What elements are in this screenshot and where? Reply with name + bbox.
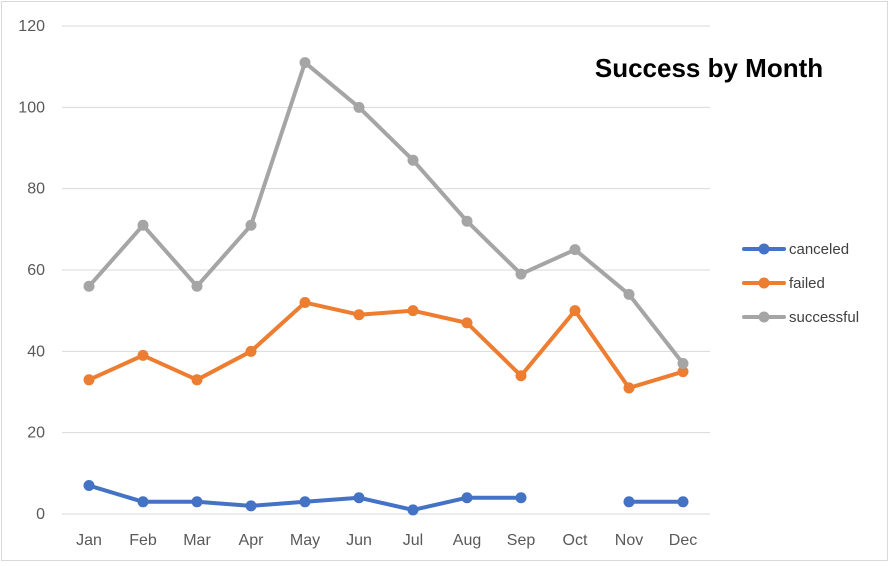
data-point-canceled [623, 496, 635, 508]
data-point-failed [569, 305, 581, 317]
data-point-failed [407, 305, 419, 317]
data-point-canceled [353, 492, 365, 504]
legend-label: canceled [789, 241, 849, 258]
legend-label: successful [789, 309, 859, 326]
data-point-failed [677, 366, 689, 378]
chart-title: Success by Month [595, 53, 823, 83]
y-axis-ticks: 0 20 40 60 80 100 120 [18, 18, 45, 523]
data-point-successful [353, 101, 365, 113]
data-point-successful [623, 288, 635, 300]
data-point-canceled [461, 492, 473, 504]
x-tick-label: Mar [183, 532, 211, 549]
legend-swatch-marker [758, 311, 770, 323]
data-point-failed [461, 317, 473, 329]
data-point-canceled [245, 500, 257, 512]
x-tick-label: Jan [76, 532, 102, 549]
y-tick-label: 100 [18, 99, 45, 116]
x-tick-label: Oct [563, 532, 588, 549]
legend-swatch-marker [758, 277, 770, 289]
data-point-successful [569, 244, 581, 256]
y-tick-label: 60 [27, 262, 45, 279]
gridlines [62, 25, 710, 515]
series-line-successful [87, 60, 685, 366]
y-tick-label: 120 [18, 18, 45, 35]
x-tick-label: Nov [615, 532, 643, 549]
x-tick-label: Apr [239, 532, 265, 549]
data-point-failed [623, 382, 635, 394]
y-tick-label: 80 [27, 181, 45, 198]
series-canceled [83, 480, 689, 516]
data-point-failed [83, 374, 95, 386]
data-point-successful [461, 215, 473, 227]
data-point-successful [515, 268, 527, 280]
series-line-canceled [87, 483, 685, 512]
x-tick-label: May [290, 532, 320, 549]
legend-item-canceled: canceled [742, 241, 849, 258]
data-point-failed [191, 374, 203, 386]
data-point-failed [515, 370, 527, 382]
data-point-failed [245, 345, 257, 357]
data-point-successful [299, 57, 311, 69]
data-point-canceled [299, 496, 311, 508]
series-successful [83, 57, 689, 370]
data-point-failed [299, 297, 311, 309]
series-failed [83, 297, 689, 394]
data-point-successful [191, 280, 203, 292]
x-tick-label: Jun [346, 532, 372, 549]
data-point-failed [353, 309, 365, 321]
legend-item-failed: failed [742, 275, 825, 292]
series-lines [83, 57, 689, 516]
data-point-successful [137, 219, 149, 231]
data-point-canceled [515, 492, 527, 504]
x-tick-label: Aug [453, 532, 481, 549]
x-tick-label: Feb [129, 532, 157, 549]
data-point-canceled [677, 496, 689, 508]
data-point-canceled [137, 496, 149, 508]
data-point-successful [407, 154, 419, 166]
y-tick-label: 40 [27, 343, 45, 360]
legend-swatch-marker [758, 243, 770, 255]
data-point-canceled [83, 480, 95, 492]
legend-label: failed [789, 275, 825, 292]
data-point-successful [83, 280, 95, 292]
legend: canceled failed successful [742, 241, 859, 326]
data-point-successful [677, 358, 689, 370]
x-axis-ticks: Jan Feb Mar Apr May Jun Jul Aug Sep Oct Nov Dec [76, 532, 697, 549]
x-tick-label: Sep [507, 532, 536, 549]
legend-item-successful: successful [742, 309, 859, 326]
x-tick-label: Dec [669, 532, 697, 549]
x-tick-label: Jul [403, 532, 423, 549]
data-point-failed [137, 349, 149, 361]
y-tick-label: 20 [27, 425, 45, 442]
series-line-failed [87, 300, 685, 390]
data-point-canceled [407, 504, 419, 516]
data-point-canceled [191, 496, 203, 508]
y-tick-label: 0 [36, 506, 45, 523]
data-point-successful [245, 219, 257, 231]
